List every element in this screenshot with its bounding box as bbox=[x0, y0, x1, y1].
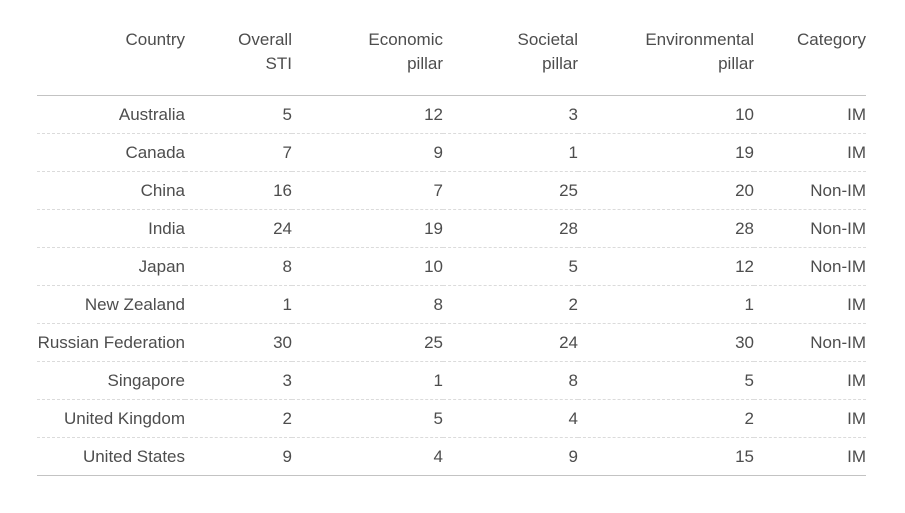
cell-category: Non-IM bbox=[754, 323, 866, 362]
table-header: Country Overall STI Economic pillar Soci… bbox=[37, 24, 866, 96]
cell-societal-pillar: 25 bbox=[443, 171, 578, 210]
table-body: Australia 5 12 3 10 IM Canada 7 9 1 19 IM China 16 7 25… bbox=[37, 96, 866, 476]
column-header-category: Category bbox=[754, 24, 866, 96]
cell-societal-pillar: 8 bbox=[443, 361, 578, 400]
table-row: India 24 19 28 28 Non-IM bbox=[37, 209, 866, 248]
table-row: Russian Federation 30 25 24 30 Non-IM bbox=[37, 323, 866, 362]
cell-country: Australia bbox=[118, 104, 185, 124]
cell-category: IM bbox=[847, 104, 866, 124]
column-header-economic-pillar: Economic pillar bbox=[292, 24, 443, 96]
cell-economic-pillar: 4 bbox=[292, 437, 443, 476]
cell-overall-sti: 1 bbox=[185, 285, 292, 324]
cell-category: IM bbox=[754, 133, 866, 172]
cell-societal-pillar: 24 bbox=[443, 323, 578, 362]
cell-environmental-pillar: 5 bbox=[578, 361, 754, 400]
cell-overall-sti: 30 bbox=[185, 323, 292, 362]
cell-category: IM bbox=[754, 399, 866, 438]
cell-economic-pillar: 25 bbox=[292, 323, 443, 362]
cell-country: Singapore bbox=[37, 361, 185, 400]
table-row: China 16 7 25 20 Non-IM bbox=[37, 171, 866, 210]
cell-societal-pillar: 1 bbox=[443, 133, 578, 172]
cell-overall-sti: 2 bbox=[185, 399, 292, 438]
cell-economic-pillar: 5 bbox=[292, 399, 443, 438]
cell-category: IM bbox=[754, 285, 866, 324]
cell-country: Russian Federation bbox=[37, 323, 185, 362]
cell-overall-sti: 3 bbox=[185, 361, 292, 400]
cell-economic-pillar: 9 bbox=[292, 133, 443, 172]
table-row: United States 9 4 9 15 IM bbox=[37, 437, 866, 476]
cell-category: IM bbox=[754, 361, 866, 400]
cell-environmental-pillar: 10 bbox=[735, 104, 754, 124]
cell-environmental-pillar: 19 bbox=[578, 133, 754, 172]
table-row: Australia 5 12 3 10 IM bbox=[37, 96, 866, 134]
cell-societal-pillar: 3 bbox=[568, 104, 578, 124]
cell-environmental-pillar: 28 bbox=[578, 209, 754, 248]
header-row: Country Overall STI Economic pillar Soci… bbox=[37, 24, 866, 96]
cell-country: New Zealand bbox=[37, 285, 185, 324]
cell-country: United Kingdom bbox=[37, 399, 185, 438]
cell-country: India bbox=[37, 209, 185, 248]
table-row: United Kingdom 2 5 4 2 IM bbox=[37, 399, 866, 438]
cell-country: Japan bbox=[37, 247, 185, 286]
cell-environmental-pillar: 1 bbox=[578, 285, 754, 324]
cell-category: IM bbox=[754, 437, 866, 476]
table-row: New Zealand 1 8 2 1 IM bbox=[37, 285, 866, 324]
cell-environmental-pillar: 20 bbox=[578, 171, 754, 210]
cell-overall-sti: 7 bbox=[185, 133, 292, 172]
cell-environmental-pillar: 2 bbox=[578, 399, 754, 438]
cell-category: Non-IM bbox=[754, 171, 866, 210]
cell-overall-sti: 8 bbox=[185, 247, 292, 286]
cell-societal-pillar: 28 bbox=[443, 209, 578, 248]
cell-economic-pillar: 8 bbox=[292, 285, 443, 324]
sti-rankings-table: Country Overall STI Economic pillar Soci… bbox=[37, 24, 866, 476]
cell-overall-sti: 5 bbox=[282, 104, 292, 124]
cell-environmental-pillar: 30 bbox=[578, 323, 754, 362]
column-header-country: Country bbox=[37, 24, 185, 96]
cell-overall-sti: 16 bbox=[185, 171, 292, 210]
cell-societal-pillar: 9 bbox=[443, 437, 578, 476]
cell-country: Canada bbox=[37, 133, 185, 172]
cell-overall-sti: 9 bbox=[185, 437, 292, 476]
table-row: Canada 7 9 1 19 IM bbox=[37, 133, 866, 172]
cell-category: Non-IM bbox=[754, 247, 866, 286]
column-header-societal-pillar: Societal pillar bbox=[443, 24, 578, 96]
cell-economic-pillar: 7 bbox=[292, 171, 443, 210]
cell-environmental-pillar: 15 bbox=[578, 437, 754, 476]
cell-societal-pillar: 2 bbox=[443, 285, 578, 324]
column-header-environmental-pillar: Environmental pillar bbox=[578, 24, 754, 96]
cell-societal-pillar: 5 bbox=[443, 247, 578, 286]
cell-overall-sti: 24 bbox=[185, 209, 292, 248]
cell-category: Non-IM bbox=[754, 209, 866, 248]
cell-economic-pillar: 19 bbox=[292, 209, 443, 248]
cell-country: China bbox=[37, 171, 185, 210]
cell-economic-pillar: 1 bbox=[292, 361, 443, 400]
cell-economic-pillar: 12 bbox=[424, 104, 443, 124]
cell-environmental-pillar: 12 bbox=[578, 247, 754, 286]
table-row: Singapore 3 1 8 5 IM bbox=[37, 361, 866, 400]
cell-societal-pillar: 4 bbox=[443, 399, 578, 438]
cell-economic-pillar: 10 bbox=[292, 247, 443, 286]
cell-country: United States bbox=[37, 437, 185, 476]
column-header-overall-sti: Overall STI bbox=[185, 24, 292, 96]
table-row: Japan 8 10 5 12 Non-IM bbox=[37, 247, 866, 286]
